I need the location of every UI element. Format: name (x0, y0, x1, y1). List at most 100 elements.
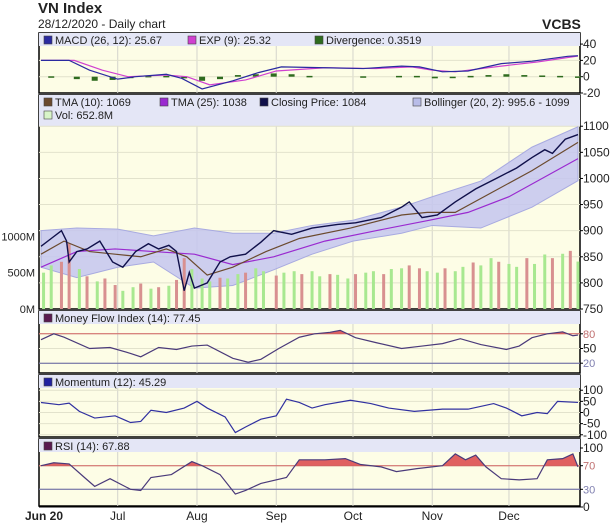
volume-bar (318, 276, 322, 309)
divergence-bar (91, 76, 98, 81)
x-tick-label: Jun 20 (25, 509, 63, 523)
volume-bar (49, 265, 53, 309)
volume-bar (453, 271, 457, 309)
volume-bar (244, 272, 248, 309)
mfi-line (40, 329, 579, 363)
y-tick-label: 30 (583, 484, 595, 496)
panel-header-mfi (39, 311, 580, 324)
volume-bar (435, 272, 439, 309)
divergence-bar (396, 75, 402, 78)
volume-bar (95, 281, 99, 309)
legend-label: MACD (26, 12): 25.67 (55, 35, 162, 47)
volume-bar (568, 250, 572, 309)
divergence-bar (181, 76, 188, 79)
volume-bar (226, 278, 230, 309)
divergence-bar (73, 76, 80, 80)
volume-bar (59, 261, 63, 309)
divergence-bar (539, 75, 546, 77)
y-tick-label: 80 (583, 329, 595, 341)
volume-bar (182, 258, 186, 309)
divergence-bar (306, 75, 313, 78)
y-tick-label: 20 (583, 358, 595, 370)
y-tick-label: 750 (583, 302, 603, 316)
legend-swatch (43, 110, 53, 120)
y-tick-label: 950 (583, 198, 603, 212)
volume-bar (175, 279, 179, 309)
divergence-bar (270, 73, 277, 77)
y-tick-label: 40 (583, 37, 597, 51)
divergence-bar (234, 75, 241, 77)
y-tick-label: 100 (583, 383, 603, 397)
legend-label: TMA (25): 1038 (171, 97, 247, 109)
volume-bar (443, 268, 447, 309)
y-tick-label: -20 (583, 86, 601, 100)
volume-bar (131, 287, 135, 309)
divergence-bar (217, 76, 223, 80)
y-tick-label: 900 (583, 224, 603, 238)
y-tick-label: -100 (583, 428, 607, 442)
legend-label: Divergence: 0.3519 (326, 35, 421, 47)
bollinger-band (40, 125, 579, 289)
volume-bar (389, 269, 393, 309)
y-tick-label: 0 (583, 406, 590, 420)
divergence-bar (413, 75, 420, 78)
volume-bar (200, 278, 204, 309)
volume-bar (218, 277, 222, 309)
volume-bar (354, 274, 358, 309)
volume-bar (489, 258, 493, 309)
legend-label: Money Flow Index (14): 77.45 (55, 313, 201, 325)
divergence-bar (145, 75, 152, 78)
volume-bar (139, 283, 143, 309)
volume-bar (85, 276, 89, 309)
volume-bar (371, 271, 375, 309)
y-tick-label: 1000 (583, 171, 610, 185)
volume-bar (479, 265, 483, 309)
volume-bar (425, 271, 429, 309)
legend-swatch (259, 97, 269, 107)
panel-header-momentum (39, 375, 580, 388)
divergence-bar (485, 75, 492, 77)
legend-label: TMA (10): 1069 (55, 97, 131, 109)
volume-bar (561, 253, 565, 309)
volume-bar (113, 285, 117, 309)
volume-bar (274, 275, 278, 309)
volume-bar (190, 269, 194, 309)
divergence-bar (467, 75, 474, 78)
x-tick-label: Sep (266, 509, 288, 523)
legend-label: Momentum (12): 45.29 (55, 377, 166, 389)
momentum-line (40, 398, 579, 434)
x-tick-label: Nov (422, 509, 443, 523)
volume-bar (471, 262, 475, 309)
volume-bar (382, 274, 386, 309)
divergence-bar (575, 76, 581, 78)
volume-bar (400, 268, 404, 309)
divergence-bar (521, 75, 528, 77)
volume-bar (282, 272, 286, 309)
volume-bar (261, 271, 265, 309)
y-tick-label: 1100 (583, 119, 609, 133)
legend-swatch (43, 97, 53, 107)
panel-header-price (39, 95, 580, 126)
volume-bar (292, 271, 296, 309)
legend-swatch (43, 35, 53, 45)
volume-bar (310, 271, 314, 309)
divergence-bar (199, 76, 206, 81)
rsi-line (40, 453, 579, 495)
divergence-bar (449, 76, 456, 79)
volume-bar (336, 274, 340, 309)
x-tick-label: Jul (110, 509, 125, 523)
legend-swatch (314, 35, 324, 45)
brand-label: VCBS (542, 16, 581, 32)
divergence-bar (163, 75, 170, 78)
legend-swatch (43, 377, 53, 387)
y-tick-label: 50 (583, 342, 597, 356)
legend-label: RSI (14): 67.88 (55, 441, 130, 453)
volume-bar (149, 288, 153, 309)
y-tick-label: 0 (583, 70, 590, 84)
divergence-bar (48, 76, 55, 78)
divergence-bar (360, 76, 367, 78)
volume-bar (121, 290, 125, 309)
volume-tick-label: 1000M (1, 231, 35, 243)
divergence-bar (557, 75, 564, 78)
volume-bar (42, 272, 46, 309)
